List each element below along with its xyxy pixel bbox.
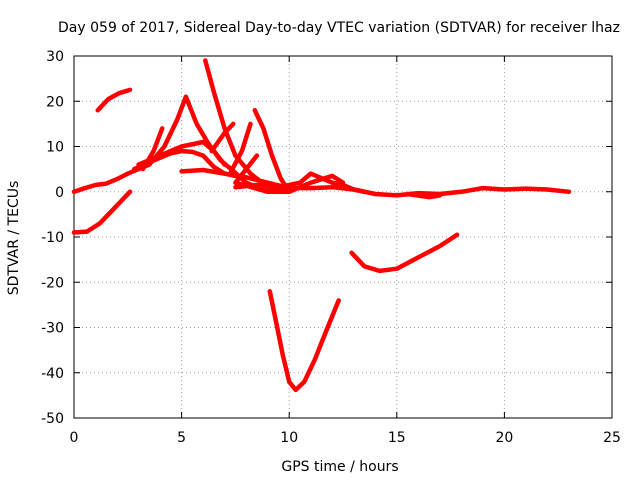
series-arc-tail-bump [405,191,443,200]
x-tick-label: 25 [603,430,621,446]
series-arc-upper-left [95,87,133,113]
y-tick-label: -20 [41,275,64,291]
x-tick-label: 20 [495,430,513,446]
y-tick-label: -40 [41,366,64,382]
y-tick-label: 10 [46,140,64,156]
y-tick-label: 30 [46,49,64,65]
ticks [73,55,613,419]
y-tick-labels: -50 -40 -30 -20 -10 0 10 20 30 [41,49,64,427]
series-arc-peak-18 [252,108,292,195]
y-tick-label: 0 [55,185,64,201]
x-axis-label: GPS time / hours [281,459,398,475]
y-tick-label: -50 [41,411,64,427]
series-arc-late [233,153,346,195]
data-series [71,58,572,393]
series-arc-swirl [233,171,367,195]
series-arc-low-5 [179,167,572,198]
y-axis-label: SDTVAR / TECUs [6,181,22,296]
series-arc-low-dip [267,289,341,393]
chart-title: Day 059 of 2017, Sidereal Day-to-day VTE… [58,20,620,36]
grid [74,56,612,418]
y-tick-label: 20 [46,94,64,110]
x-tick-label: 15 [388,430,406,446]
series-arc-rise-4 [140,126,165,172]
y-tick-label: -10 [41,230,64,246]
x-tick-label: 5 [177,430,186,446]
y-tick-label: -30 [41,321,64,337]
x-tick-label: 0 [70,430,79,446]
series-arc-mid-8 [228,121,253,174]
series-arc-mid-7 [209,121,236,154]
x-tick-labels: 0 5 10 15 20 25 [70,430,621,446]
series-arc-neg-15 [349,232,460,274]
series-arc-lower-left [71,189,133,235]
x-tick-label: 10 [280,430,298,446]
